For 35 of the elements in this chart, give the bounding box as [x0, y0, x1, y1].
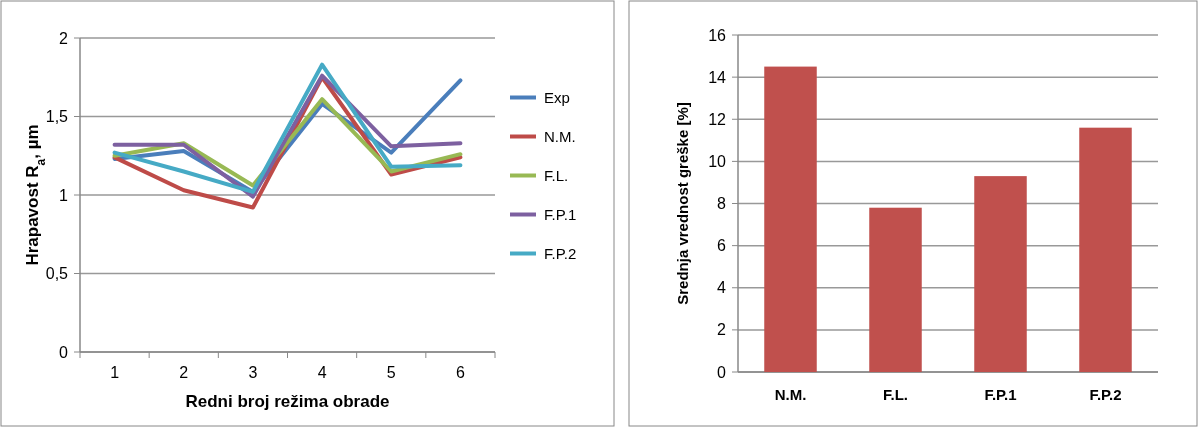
y-tick-label: 8: [717, 195, 727, 213]
legend-label: F.P.1: [544, 205, 577, 223]
x-tick-label: 2: [179, 364, 189, 381]
bar: [764, 66, 817, 372]
bar: [974, 176, 1027, 372]
x-tick-label: F.P.1: [984, 386, 1017, 403]
legend-label: Exp: [544, 88, 570, 106]
y-tick-label: 2: [59, 29, 69, 47]
y-tick-label: 10: [708, 152, 727, 170]
x-tick-label: N.M.: [774, 386, 807, 403]
x-tick-label: 6: [455, 364, 465, 381]
y-axis-title: Srednja vrednost greške [%]: [674, 102, 691, 305]
y-tick-label: 2: [717, 321, 727, 339]
legend-label: F.P.2: [544, 244, 577, 262]
x-axis-title: Redni broj režima obrade: [185, 392, 390, 411]
y-tick-label: 6: [717, 237, 727, 255]
x-tick-label: 3: [248, 364, 258, 381]
legend-label: F.L.: [544, 166, 569, 184]
y-tick-label: 14: [708, 68, 727, 86]
x-tick-label: 4: [317, 364, 327, 381]
bar: [869, 207, 922, 372]
legend-label: N.M.: [544, 127, 576, 145]
x-tick-label: 1: [110, 364, 120, 381]
y-tick-label: 0,5: [45, 265, 69, 283]
y-tick-label: 12: [708, 110, 727, 128]
y-tick-label: 16: [708, 26, 727, 44]
y-tick-label: 1: [59, 186, 69, 204]
x-tick-label: 5: [386, 364, 396, 381]
y-tick-label: 4: [717, 279, 727, 297]
x-tick-label: F.P.2: [1089, 386, 1122, 403]
y-tick-label: 1,5: [45, 108, 69, 126]
y-tick-label: 0: [59, 343, 69, 361]
x-tick-label: F.L.: [883, 386, 908, 403]
bar: [1079, 127, 1132, 372]
y-tick-label: 0: [717, 363, 727, 381]
